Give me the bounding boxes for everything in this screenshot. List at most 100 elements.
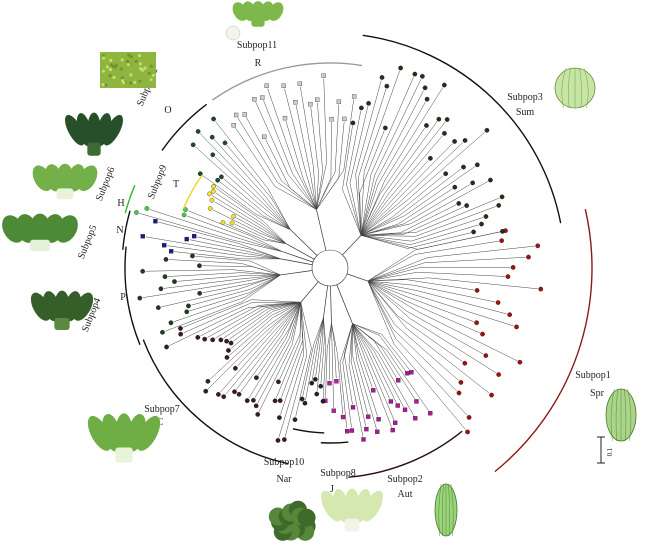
cluster-arcs xyxy=(122,34,593,478)
leaf-marker xyxy=(499,194,505,200)
leaf-marker xyxy=(178,331,184,337)
leaf-marker xyxy=(209,134,215,140)
subpop5-abbr: N xyxy=(116,225,123,236)
leaf-marker xyxy=(282,437,287,442)
subpop6-name: Subpop6 xyxy=(94,166,118,203)
subpop10-abbr: Nar xyxy=(277,474,293,485)
leaf-marker xyxy=(402,407,408,412)
leaf-marker xyxy=(398,65,403,71)
leaf-marker xyxy=(500,228,505,234)
leaf-marker xyxy=(496,372,501,377)
leaf-marker xyxy=(441,82,447,88)
leaf-markers xyxy=(134,65,544,443)
leaf-marker xyxy=(517,359,523,365)
leaf-marker xyxy=(329,117,334,122)
tree-branches xyxy=(139,70,538,438)
leaf-marker xyxy=(276,379,281,385)
leaf-marker xyxy=(422,85,428,91)
leaf-marker xyxy=(197,290,203,296)
leaf-marker xyxy=(350,405,356,410)
vegetable-pictures xyxy=(2,1,637,541)
subpop6-abbr: H xyxy=(117,198,124,209)
leaf-marker xyxy=(474,162,480,168)
leafy-green-icon xyxy=(30,290,94,330)
leaf-marker xyxy=(364,426,369,432)
leaf-marker xyxy=(420,73,425,79)
subpop9-abbr: T xyxy=(173,179,179,190)
leaf-marker xyxy=(251,397,256,403)
leaf-marker xyxy=(160,329,165,335)
leaf-marker xyxy=(390,427,395,433)
leaf-marker xyxy=(461,164,466,170)
leaf-marker xyxy=(336,99,342,104)
leaf-marker xyxy=(456,201,462,206)
leaf-marker xyxy=(202,336,208,342)
leaf-marker xyxy=(221,394,227,400)
leaf-marker xyxy=(207,206,213,211)
leaf-marker xyxy=(388,399,394,404)
leaf-marker xyxy=(350,120,356,126)
leaf-marker xyxy=(297,81,303,86)
leaf-marker xyxy=(496,203,502,208)
leaf-marker xyxy=(405,371,410,376)
leaf-marker xyxy=(190,253,195,259)
leaf-marker xyxy=(331,408,336,413)
leaf-marker xyxy=(144,206,150,211)
dark-leafy-green-icon xyxy=(65,112,123,156)
leaf-marker xyxy=(140,268,146,274)
leaf-marker xyxy=(162,243,167,248)
leaf-marker xyxy=(260,95,265,100)
mustard-green-icon xyxy=(321,488,383,532)
leaf-marker xyxy=(181,212,187,218)
leaf-marker xyxy=(222,140,228,146)
subpop1-abbr: Spr xyxy=(590,388,605,399)
leaf-marker xyxy=(489,392,494,398)
leaf-marker xyxy=(474,320,479,326)
subpop2-arc xyxy=(348,430,463,478)
leaf-marker xyxy=(172,279,177,284)
leaf-marker xyxy=(359,105,364,111)
subpop6-arc xyxy=(124,184,136,214)
leaf-marker xyxy=(375,429,380,434)
subpop8-abbr: J xyxy=(330,484,334,495)
leaf-marker xyxy=(255,412,261,417)
leaf-marker xyxy=(413,416,418,421)
leaf-marker xyxy=(220,220,226,225)
leaf-marker xyxy=(162,274,168,279)
leaf-marker xyxy=(351,94,357,99)
leaf-marker xyxy=(321,73,326,78)
leaf-marker xyxy=(228,340,234,346)
leaf-marker xyxy=(480,331,485,337)
subpop10-arc xyxy=(292,428,325,434)
leaf-marker xyxy=(299,396,305,402)
leaf-marker xyxy=(462,360,468,366)
turnip-leaves xyxy=(232,1,284,27)
leaf-marker xyxy=(327,381,332,386)
leaf-marker xyxy=(334,379,339,384)
leaf-marker xyxy=(210,337,216,343)
leaf-marker xyxy=(215,177,221,183)
subpop12-abbr: O xyxy=(164,105,171,116)
leaf-marker xyxy=(443,171,449,177)
leaf-marker xyxy=(312,376,318,382)
leaf-marker xyxy=(458,380,464,385)
subpop4-arc xyxy=(124,246,141,346)
leaf-marker xyxy=(203,388,209,394)
leaf-marker xyxy=(483,214,489,219)
leaf-marker xyxy=(315,97,320,102)
leaf-marker xyxy=(195,335,201,340)
leaf-marker xyxy=(282,115,288,121)
leaf-marker xyxy=(538,286,544,292)
leaf-marker xyxy=(318,383,324,389)
scale-bar-label: 0.1 xyxy=(606,447,614,456)
leaf-marker xyxy=(277,415,282,420)
leaf-marker xyxy=(262,134,267,139)
leaf-marker xyxy=(292,417,298,423)
leaf-marker xyxy=(366,101,371,106)
leaf-marker xyxy=(192,233,197,239)
leaf-marker xyxy=(232,389,237,395)
leaf-marker xyxy=(424,123,429,128)
leaf-marker xyxy=(197,171,203,177)
leaf-marker xyxy=(414,399,419,404)
